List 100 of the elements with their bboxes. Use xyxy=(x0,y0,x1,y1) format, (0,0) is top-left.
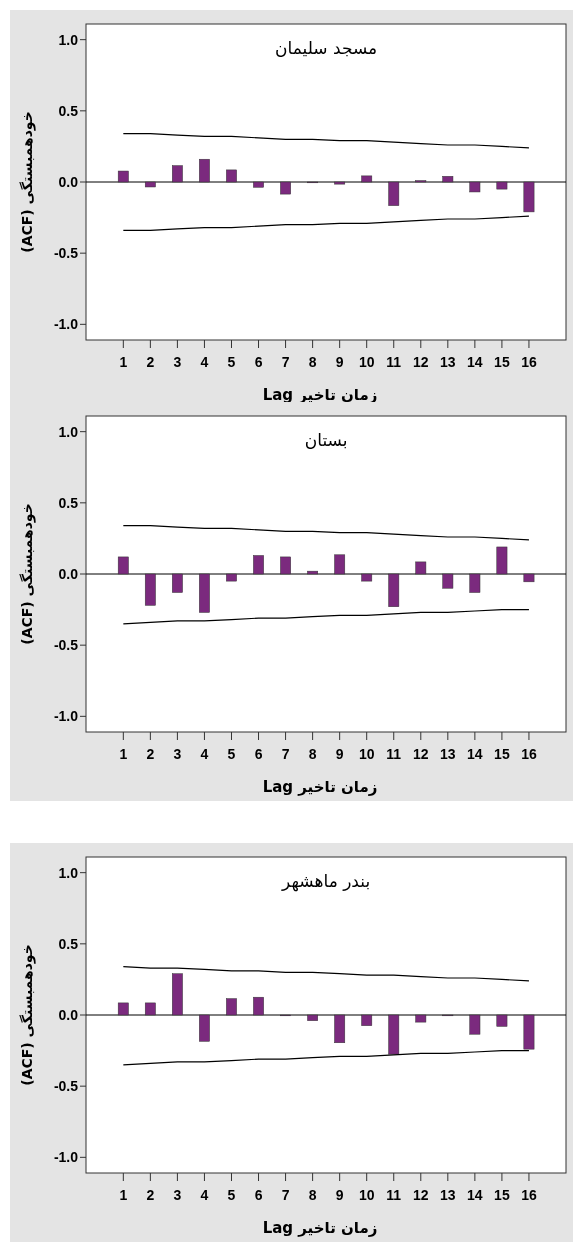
bar xyxy=(361,573,373,582)
bar xyxy=(172,573,183,593)
bar xyxy=(442,573,454,589)
bar xyxy=(253,555,264,575)
y-tick-label: -1.0 xyxy=(53,1149,79,1166)
y-tick-label: 1.0 xyxy=(58,864,79,881)
x-tick-label: 10 xyxy=(358,354,375,370)
line-series xyxy=(122,1049,530,1066)
x-tick-label: 1 xyxy=(119,746,128,762)
x-tick-label: 11 xyxy=(386,746,402,762)
x-tick-label: 9 xyxy=(335,354,344,370)
x-tick-label: 5 xyxy=(227,354,236,370)
x-tick-label: 15 xyxy=(494,1187,510,1203)
x-tick-label: 1 xyxy=(119,1187,128,1203)
x-tick-label: 14 xyxy=(467,746,483,762)
x-tick-label: 13 xyxy=(440,746,456,762)
x-tick-label: 16 xyxy=(521,354,537,370)
bar xyxy=(117,1002,129,1016)
bar xyxy=(253,181,264,188)
bar xyxy=(523,1014,535,1050)
bar xyxy=(117,170,129,183)
x-tick-label: 3 xyxy=(173,354,182,370)
text: بستان xyxy=(304,430,348,450)
bar xyxy=(307,1014,318,1021)
x-tick-label: 4 xyxy=(200,354,209,370)
x-tick-label: 13 xyxy=(440,354,456,370)
bar xyxy=(117,556,129,575)
bar xyxy=(172,165,183,183)
bar xyxy=(226,998,237,1016)
line-series xyxy=(122,525,530,541)
x-tick-label: 15 xyxy=(494,746,510,762)
x-tick-label: 2 xyxy=(146,746,155,762)
y-tick-label: 1.0 xyxy=(58,423,79,440)
bar xyxy=(280,556,291,575)
y-tick-label: -1.0 xyxy=(53,708,79,725)
line-series xyxy=(122,133,530,149)
bar xyxy=(334,1014,346,1044)
bar xyxy=(496,546,508,575)
x-tick-label: 2 xyxy=(146,354,155,370)
bar xyxy=(415,1014,427,1023)
bar xyxy=(334,554,346,575)
x-tick-label: 12 xyxy=(412,1187,429,1203)
x-tick-label: 9 xyxy=(335,1187,344,1203)
x-tick-label: 7 xyxy=(281,746,290,762)
y-tick-label: 0.5 xyxy=(58,494,79,511)
x-tick-label: 7 xyxy=(281,1187,290,1203)
bar xyxy=(253,996,264,1016)
y-tick-label: 0.5 xyxy=(58,935,79,952)
line-series xyxy=(122,966,530,982)
bar xyxy=(469,573,481,593)
x-tick-label: 8 xyxy=(308,354,317,370)
x-tick-label: 2 xyxy=(146,1187,155,1203)
x-tick-label: 1 xyxy=(119,354,128,370)
bar xyxy=(496,181,508,190)
x-tick-label: 3 xyxy=(173,1187,182,1203)
line-series xyxy=(122,608,530,625)
x-tick-label: 4 xyxy=(200,1187,209,1203)
bar xyxy=(388,181,400,206)
x-tick-label: 8 xyxy=(308,1187,317,1203)
bar xyxy=(523,181,535,213)
bar xyxy=(496,1014,508,1027)
y-tick-label: 0.5 xyxy=(58,102,79,119)
y-tick-label: 0.0 xyxy=(58,1006,79,1023)
x-tick-label: 16 xyxy=(521,1187,537,1203)
bar xyxy=(469,181,481,193)
bar xyxy=(199,158,210,183)
x-tick-label: 7 xyxy=(281,354,290,370)
y-axis-title: (ACF) خودهمبستگی xyxy=(19,944,36,1086)
y-axis-title: (ACF) خودهمبستگی xyxy=(19,503,36,645)
bar xyxy=(144,573,156,606)
bar xyxy=(415,561,427,575)
x-tick-label: 14 xyxy=(467,354,483,370)
x-tick-label: 4 xyxy=(200,746,209,762)
bar xyxy=(307,570,318,575)
bar xyxy=(361,1014,373,1026)
y-axis-title: (ACF) خودهمبستگی xyxy=(19,111,36,253)
bar xyxy=(523,573,535,583)
bar xyxy=(388,1014,400,1055)
x-tick-label: 6 xyxy=(254,1187,263,1203)
text: مسجد سلیمان xyxy=(275,38,378,58)
x-tick-label: 11 xyxy=(386,354,402,370)
bar xyxy=(172,973,183,1016)
y-tick-label: -0.5 xyxy=(53,637,79,654)
x-tick-label: 10 xyxy=(358,1187,375,1203)
x-tick-label: 16 xyxy=(521,746,537,762)
bar xyxy=(144,181,156,188)
bar xyxy=(469,1014,481,1035)
bar xyxy=(226,573,237,582)
y-tick-label: 1.0 xyxy=(58,31,79,48)
x-tick-label: 6 xyxy=(254,354,263,370)
text: بندر ماهشهر xyxy=(281,871,371,892)
x-tick-label: 8 xyxy=(308,746,317,762)
bar xyxy=(388,573,400,607)
bar xyxy=(226,169,237,183)
x-tick-label: 6 xyxy=(254,746,263,762)
x-tick-label: 3 xyxy=(173,746,182,762)
y-tick-label: -1.0 xyxy=(53,316,79,333)
x-axis-title: Lag زمان تاخیر xyxy=(262,1219,378,1237)
x-tick-label: 15 xyxy=(494,354,510,370)
y-tick-label: -0.5 xyxy=(53,1078,79,1095)
